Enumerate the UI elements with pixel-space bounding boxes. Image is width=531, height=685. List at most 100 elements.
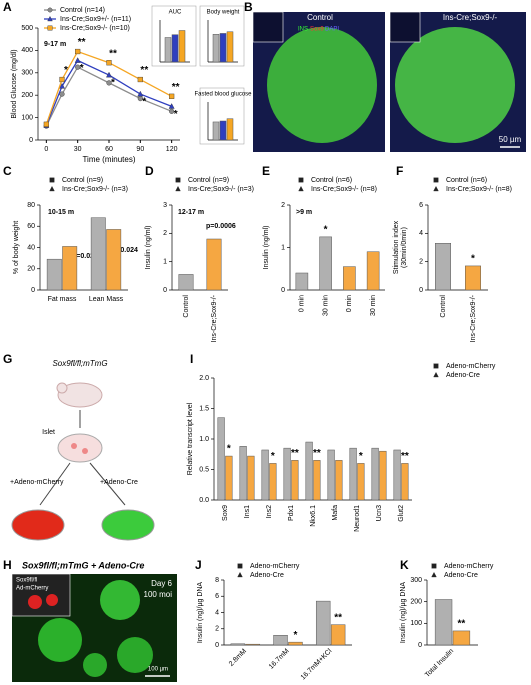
legend-label: Control (n=6) — [446, 177, 487, 184]
significance: ** — [401, 451, 409, 462]
data-point — [43, 121, 49, 127]
y-tick-label: 300 — [410, 577, 422, 584]
x-tick-label: Ins2 — [266, 505, 273, 518]
islet-stain — [395, 27, 515, 143]
legend-label: Ins-Cre;Sox9-/- (n=8) — [311, 186, 377, 193]
data-point — [75, 48, 81, 55]
panel-label: C — [3, 164, 12, 178]
bar — [434, 599, 453, 646]
bar — [46, 258, 62, 291]
y-axis-label: % of body weight — [13, 221, 20, 274]
legend-marker — [431, 563, 437, 569]
x-tick-label: Ins1 — [244, 505, 251, 518]
significance: * — [324, 225, 328, 236]
x-tick-label: 90 — [136, 146, 144, 153]
bar — [330, 624, 346, 646]
y-axis-label: Stimulation index — [393, 220, 400, 274]
inset — [11, 573, 71, 617]
bar — [401, 463, 409, 501]
stain-label: DAPI — [325, 27, 339, 33]
data-point — [137, 76, 143, 83]
y-tick-label: 2 — [163, 230, 167, 237]
dish-icon — [57, 433, 103, 463]
chart-title: Body weight — [207, 10, 240, 16]
x-tick-label: Neurod1 — [354, 505, 361, 532]
x-tick-label: 30 min — [322, 295, 329, 316]
legend-label: Adeno-Cre — [444, 572, 478, 579]
bar — [247, 455, 255, 501]
data-point — [168, 103, 175, 109]
x-tick-label: 0 min — [299, 295, 306, 312]
panel-label: I — [190, 352, 193, 366]
y-tick-label: 60 — [27, 223, 35, 230]
y-tick-label: 400 — [21, 47, 33, 54]
data-point — [74, 57, 81, 63]
y-tick-label: 1.5 — [199, 405, 209, 412]
data-point — [137, 90, 144, 97]
y-tick-label: 0 — [215, 642, 219, 649]
significance: ** — [313, 448, 321, 459]
bar — [219, 33, 227, 63]
y-tick-label: 3 — [163, 202, 167, 209]
significance: * — [294, 630, 298, 641]
image-title: Sox9fl/fl;mTmG + Adeno-Cre — [22, 560, 144, 570]
significance: * — [111, 78, 115, 89]
legend-marker — [175, 185, 181, 192]
x-tick-label: 2.8mM — [228, 648, 248, 668]
significance: * — [227, 444, 231, 455]
legend-label: Adeno-Cre — [250, 572, 284, 579]
bar — [335, 460, 343, 501]
significance: ** — [109, 48, 117, 59]
bar — [62, 246, 78, 291]
legend-label: Ins-Cre;Sox9-/- (n=8) — [446, 186, 512, 193]
bar — [283, 447, 291, 501]
bar — [379, 450, 387, 501]
y-tick-label: 500 — [21, 25, 33, 32]
data-point — [169, 93, 175, 99]
y-tick-label: 1 — [281, 244, 285, 251]
y-tick-label: 200 — [21, 92, 33, 99]
y-axis-label: Relative transcript level — [187, 402, 194, 475]
bar — [357, 463, 365, 501]
data-point — [106, 71, 112, 78]
x-tick-label: Sox9 — [222, 505, 229, 521]
islet-icon — [71, 443, 77, 449]
legend-label: Adeno-Cre — [446, 372, 480, 379]
legend-marker — [433, 185, 439, 192]
y-tick-label: 0 — [163, 287, 167, 294]
legend-label: Control (n=6) — [311, 177, 352, 184]
legend-marker — [431, 571, 437, 578]
step-label: +Adeno-mCherry — [10, 479, 64, 486]
bar — [245, 643, 261, 646]
bar — [295, 272, 309, 291]
legend-marker — [298, 177, 304, 183]
bar — [226, 118, 234, 141]
bar — [219, 120, 227, 141]
legend-marker — [433, 371, 439, 378]
bar — [90, 217, 106, 291]
panel-label: G — [3, 352, 12, 366]
bar — [465, 265, 481, 291]
bar — [239, 446, 247, 501]
stain-label: Sox9 — [310, 27, 324, 33]
bar — [225, 455, 233, 501]
dish-icon — [101, 509, 155, 541]
y-tick-label: 2 — [281, 202, 285, 209]
image-label: 100 moi — [144, 590, 173, 599]
y-axis-label: Insulin (ng/ml) — [145, 226, 152, 270]
chart-title: Fasted blood glucose — [194, 92, 252, 98]
data-point — [75, 64, 81, 70]
y-tick-label: 2 — [215, 626, 219, 633]
legend-marker — [433, 363, 439, 369]
legend-label: Control (n=9) — [62, 177, 103, 184]
y-tick-label: 6 — [419, 202, 423, 209]
y-axis-label: Blood Glucose (mg/dl) — [11, 49, 18, 118]
legend-marker — [237, 571, 243, 578]
y-axis-label: Insulin (ng)/µg DNA — [197, 582, 204, 644]
annotation: 12-17 m — [178, 209, 204, 216]
y-tick-label: 100 — [21, 114, 33, 121]
cell — [28, 595, 42, 609]
x-tick-label: Ins-Cre;Sox9-/- — [211, 294, 218, 342]
annotation: >9 m — [296, 209, 312, 216]
series-line — [45, 59, 172, 126]
